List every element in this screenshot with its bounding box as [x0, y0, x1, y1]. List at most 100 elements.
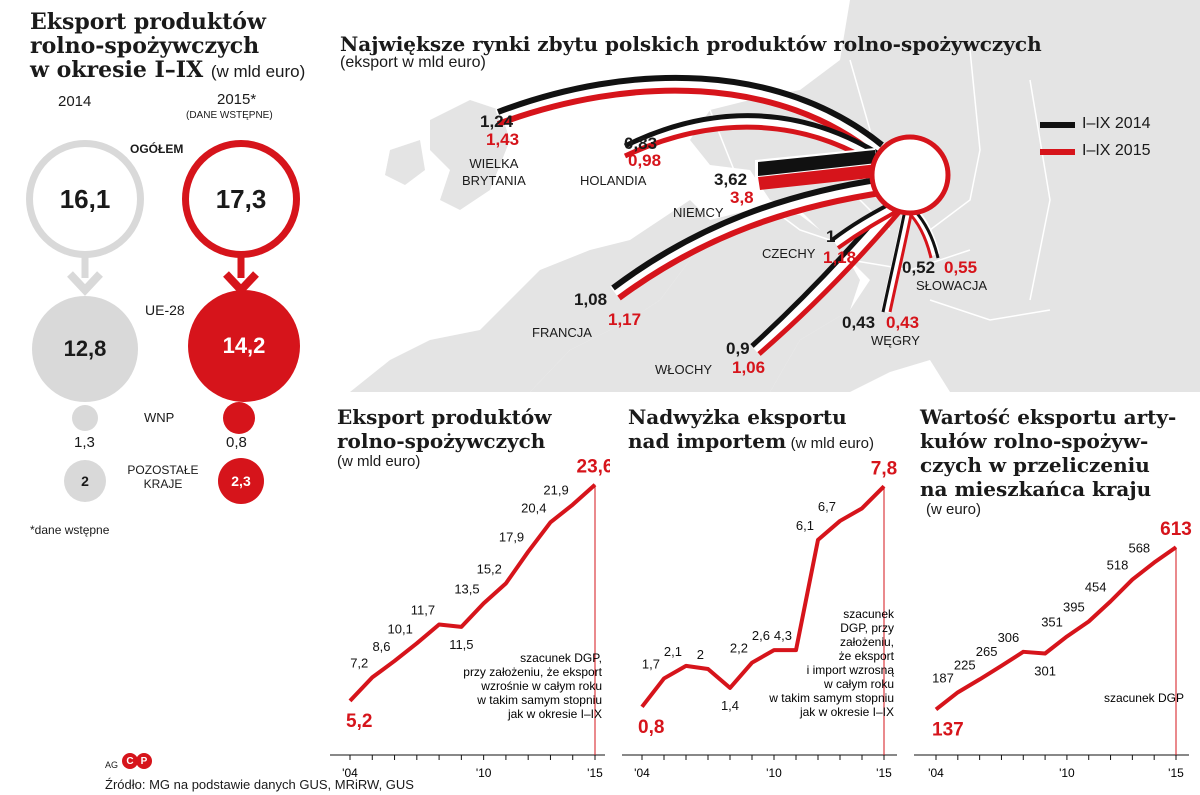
market-name: CZECHY: [762, 246, 816, 261]
market-value-2014: 0,52: [902, 258, 936, 277]
data-label: 0,8: [638, 717, 664, 738]
total-2014-circle: 16,1: [26, 140, 144, 258]
estimate-note: wzrośnie w całym roku: [480, 679, 602, 693]
map-subtitle: (eksport w mld euro): [340, 54, 486, 71]
wnp-2014-value: 1,3: [74, 434, 95, 451]
series-line: [934, 545, 1178, 711]
year-2015-label: 2015*: [217, 91, 257, 108]
map-title: Największe rynki zbytu polskich produktó…: [340, 32, 1042, 56]
footnote: *dane wstępne: [30, 523, 110, 537]
wnp-label: WNP: [144, 410, 175, 425]
estimate-note: w takim samym stopniu: [768, 691, 894, 705]
estimate-note: jak w okresie I–IX: [799, 705, 894, 719]
estimate-note: DGP, przy: [840, 621, 894, 635]
other-label: POZOSTAŁE KRAJE: [118, 463, 208, 491]
flow-arcs: [495, 74, 1075, 356]
market-value-2015: 0,43: [886, 313, 920, 332]
year-2014-label: 2014: [58, 93, 92, 110]
estimate-note: jak w okresie I–IX: [507, 707, 602, 721]
arrow-down-icon: [67, 256, 103, 296]
arc-wegry-2014: [881, 209, 907, 313]
arc-niemcy-2015: [758, 164, 880, 190]
data-label: 20,4: [521, 500, 546, 515]
left-title-unit: (w mld euro): [210, 62, 306, 81]
market-value-2015: 1,06: [732, 358, 766, 377]
x-tick-label: '10: [476, 766, 492, 780]
data-label: 15,2: [477, 561, 502, 576]
x-tick-label: '04: [634, 766, 650, 780]
market-name: NIEMCY: [673, 205, 724, 220]
market-value-2015: 0,98: [628, 151, 662, 170]
wnp-2015-value: 0,8: [226, 434, 247, 451]
chart3-title-line: czych w przeliczeniu: [920, 453, 1150, 477]
other-label-line: POZOSTAŁE: [127, 463, 199, 477]
eu-2015-circle: 14,2: [188, 290, 300, 402]
eu-2015-value: 14,2: [222, 333, 266, 358]
data-label: 11,5: [449, 637, 473, 652]
x-tick-label: '10: [1059, 766, 1075, 780]
estimate-note: szacunek DGP,: [520, 651, 602, 665]
left-title-line: Eksport produktów: [30, 9, 266, 35]
other-2014-circle: 2: [64, 460, 106, 502]
chart1-plot: '04 '10 '15 5,2 7,2 8,6 10,1 11,7 11,5 13,5 15,2 17…: [330, 457, 610, 780]
x-tick-label: '10: [766, 766, 782, 780]
market-value-2014: 1,08: [574, 290, 608, 309]
chart3-title-line: na mieszkańca kraju: [920, 477, 1152, 501]
data-label: 1,7: [642, 656, 660, 671]
market-value-2015: 1,17: [608, 310, 642, 329]
eu-label: UE-28: [145, 302, 185, 318]
market-name: HOLANDIA: [580, 173, 647, 188]
data-label: 23,6: [577, 457, 610, 478]
estimate-note: przy założeniu, że eksport: [463, 665, 602, 679]
chart2-unit: (w mld euro): [790, 435, 875, 452]
data-label: 17,9: [499, 530, 524, 545]
market-value-2015: 1,43: [486, 130, 520, 149]
left-title: Eksport produktów rolno-spożywczych w ok…: [30, 10, 305, 84]
market-value-2014: 1,24: [480, 112, 514, 131]
market-name-line: BRYTANIA: [462, 173, 526, 188]
chart3-title-line: kułów rolno-spożyw-: [920, 429, 1149, 453]
arc-holandia-2014: [623, 113, 884, 159]
chart1-unit: (w mld euro): [337, 453, 421, 470]
data-label: 8,6: [372, 639, 390, 654]
market-name: WIELKA BRYTANIA: [462, 155, 526, 189]
market-name: SŁOWACJA: [916, 278, 988, 293]
chart1-title-line: Eksport produktów: [337, 405, 552, 429]
poland-hub: [869, 134, 951, 216]
data-label: 6,7: [818, 499, 836, 514]
market-name: WŁOCHY: [655, 362, 713, 377]
series-line: [640, 484, 886, 709]
data-label: 2,6: [752, 628, 770, 643]
data-label: 265: [976, 644, 998, 659]
data-label: 225: [954, 657, 976, 672]
eu-2014-value: 12,8: [63, 336, 107, 361]
estimate-note: szacunek: [843, 607, 895, 621]
estimate-note: szacunek DGP: [1104, 691, 1184, 705]
other-2014-value: 2: [81, 473, 89, 489]
data-label: 454: [1085, 579, 1107, 594]
data-label: 7,8: [871, 458, 897, 479]
total-label: OGÓŁEM: [130, 142, 184, 156]
total-2014-value: 16,1: [59, 183, 111, 214]
total-2015-value: 17,3: [215, 183, 267, 214]
wnp-2015-dot: [223, 402, 255, 434]
market-value-2014: 0,43: [842, 313, 876, 332]
market-name-line: WIELKA: [469, 156, 519, 171]
data-label: 137: [932, 719, 964, 740]
arc-uk-2014: [496, 74, 884, 148]
market-value-2014: 3,62: [714, 170, 748, 189]
market-value-2015: 0,55: [944, 258, 978, 277]
series-line: [348, 483, 597, 703]
chart1-title: Eksport produktów rolno-spożywczych (w m…: [337, 405, 551, 470]
chart2-title: Nadwyżka eksportu nad importem (w mld eu…: [628, 405, 874, 456]
market-value-2014: 1: [826, 227, 836, 246]
estimate-note: w takim samym stopniu: [476, 693, 602, 707]
data-label: 6,1: [796, 518, 814, 533]
chart2-plot: '04 '10 '15 0,8 1,7 2,1 2 1,4 2,2 2,6 4,3 6,1 6,7 7,8…: [622, 458, 897, 780]
other-2015-circle: 2,3: [218, 458, 264, 504]
copyright-logo: C P: [122, 753, 154, 769]
market-name: FRANCJA: [532, 325, 592, 340]
total-2015-circle: 17,3: [182, 140, 300, 258]
market-value-2014: 0,83: [624, 134, 658, 153]
